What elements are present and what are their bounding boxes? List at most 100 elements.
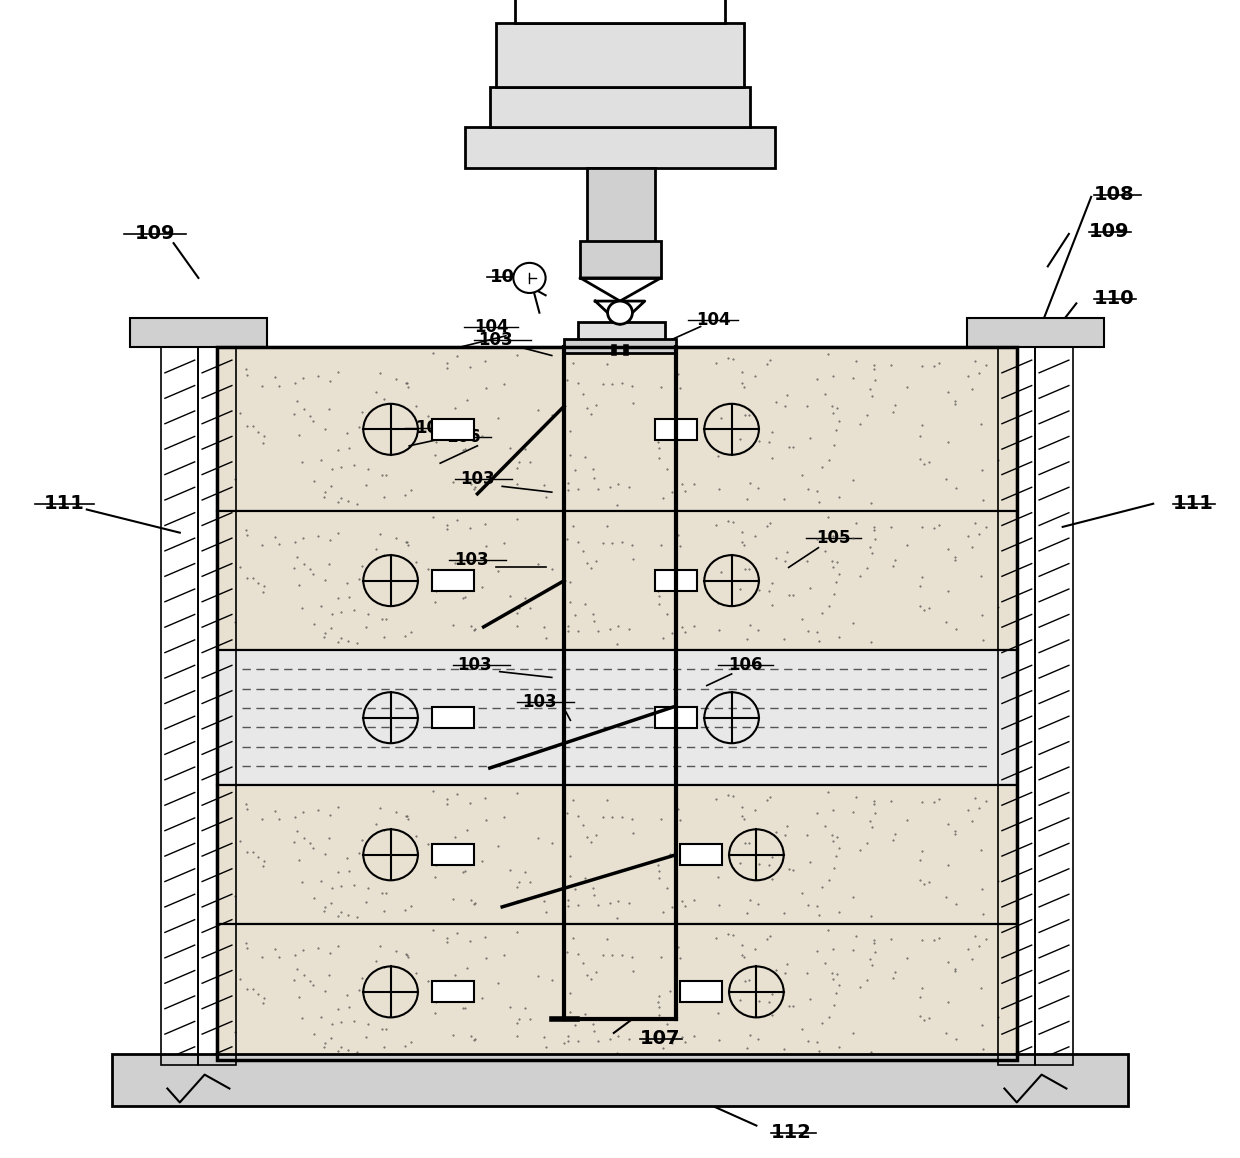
Point: [300, 406, 320, 425]
Point: [930, 929, 950, 947]
Text: 107: 107: [640, 1029, 681, 1048]
Point: [760, 513, 780, 532]
Point: [319, 828, 339, 846]
Point: [243, 980, 263, 998]
Point: [758, 930, 777, 948]
Point: [593, 807, 613, 826]
Point: [600, 620, 620, 638]
Point: [438, 929, 458, 947]
Point: [619, 477, 639, 496]
Point: [304, 472, 324, 491]
Point: [500, 439, 520, 457]
Point: [898, 948, 918, 967]
Point: [500, 587, 520, 606]
Point: [864, 804, 884, 822]
Point: [321, 879, 341, 897]
Point: [807, 529, 827, 548]
Point: [677, 425, 697, 444]
Point: [331, 877, 351, 895]
Point: [863, 543, 883, 562]
Point: [489, 836, 508, 855]
Point: [372, 884, 392, 902]
Point: [988, 598, 1008, 616]
Point: [314, 1038, 334, 1056]
Point: [972, 880, 992, 899]
Point: [799, 895, 818, 914]
Point: [936, 470, 956, 489]
Point: [959, 527, 978, 545]
Point: [237, 938, 257, 957]
Point: [827, 554, 847, 572]
Point: [542, 405, 562, 424]
Point: [914, 455, 934, 474]
Point: [461, 475, 481, 493]
Point: [582, 833, 601, 851]
Point: [712, 974, 732, 992]
Point: [970, 364, 990, 382]
FancyBboxPatch shape: [217, 511, 1017, 650]
Point: [911, 842, 931, 860]
Point: [542, 972, 562, 990]
Point: [739, 970, 759, 989]
Point: [650, 862, 670, 880]
Point: [430, 842, 450, 860]
Point: [376, 884, 396, 902]
Point: [321, 1029, 341, 1048]
FancyBboxPatch shape: [432, 708, 474, 728]
Point: [461, 1027, 481, 1046]
Point: [352, 968, 372, 987]
Point: [861, 907, 880, 925]
Point: [965, 928, 985, 946]
Point: [253, 582, 273, 601]
Point: [657, 604, 677, 623]
Point: [446, 923, 466, 941]
Point: [386, 804, 405, 822]
Point: [460, 793, 480, 812]
FancyBboxPatch shape: [490, 87, 750, 127]
Point: [293, 528, 312, 547]
Point: [828, 838, 848, 857]
Point: [619, 894, 639, 913]
Point: [774, 630, 794, 648]
Point: [924, 519, 944, 537]
Point: [911, 931, 931, 950]
Point: [558, 1026, 578, 1045]
Point: [476, 379, 496, 397]
Point: [568, 896, 588, 915]
Point: [252, 378, 272, 396]
Point: [759, 992, 779, 1011]
Point: [600, 478, 620, 497]
Point: [800, 853, 820, 872]
Point: [558, 481, 578, 499]
Point: [443, 889, 463, 908]
Point: [959, 801, 978, 820]
Point: [825, 437, 844, 455]
Point: [243, 417, 263, 435]
Point: [822, 826, 842, 844]
Point: [596, 791, 616, 809]
Point: [398, 374, 418, 393]
Point: [976, 930, 996, 948]
Point: [761, 985, 781, 1004]
FancyBboxPatch shape: [130, 318, 267, 347]
Point: [733, 807, 753, 826]
Point: [453, 999, 472, 1018]
Point: [910, 851, 930, 870]
Point: [507, 784, 527, 802]
Point: [706, 790, 725, 808]
Point: [972, 904, 992, 923]
Point: [596, 929, 616, 947]
Point: [500, 997, 520, 1016]
FancyBboxPatch shape: [217, 924, 1017, 1060]
Point: [972, 461, 992, 479]
Point: [398, 536, 418, 555]
Point: [352, 830, 372, 849]
Point: [738, 490, 758, 508]
Point: [723, 350, 743, 368]
Point: [309, 801, 329, 820]
Point: [883, 831, 903, 850]
Point: [293, 941, 312, 960]
Point: [723, 513, 743, 532]
Point: [810, 906, 830, 924]
Point: [621, 809, 641, 828]
